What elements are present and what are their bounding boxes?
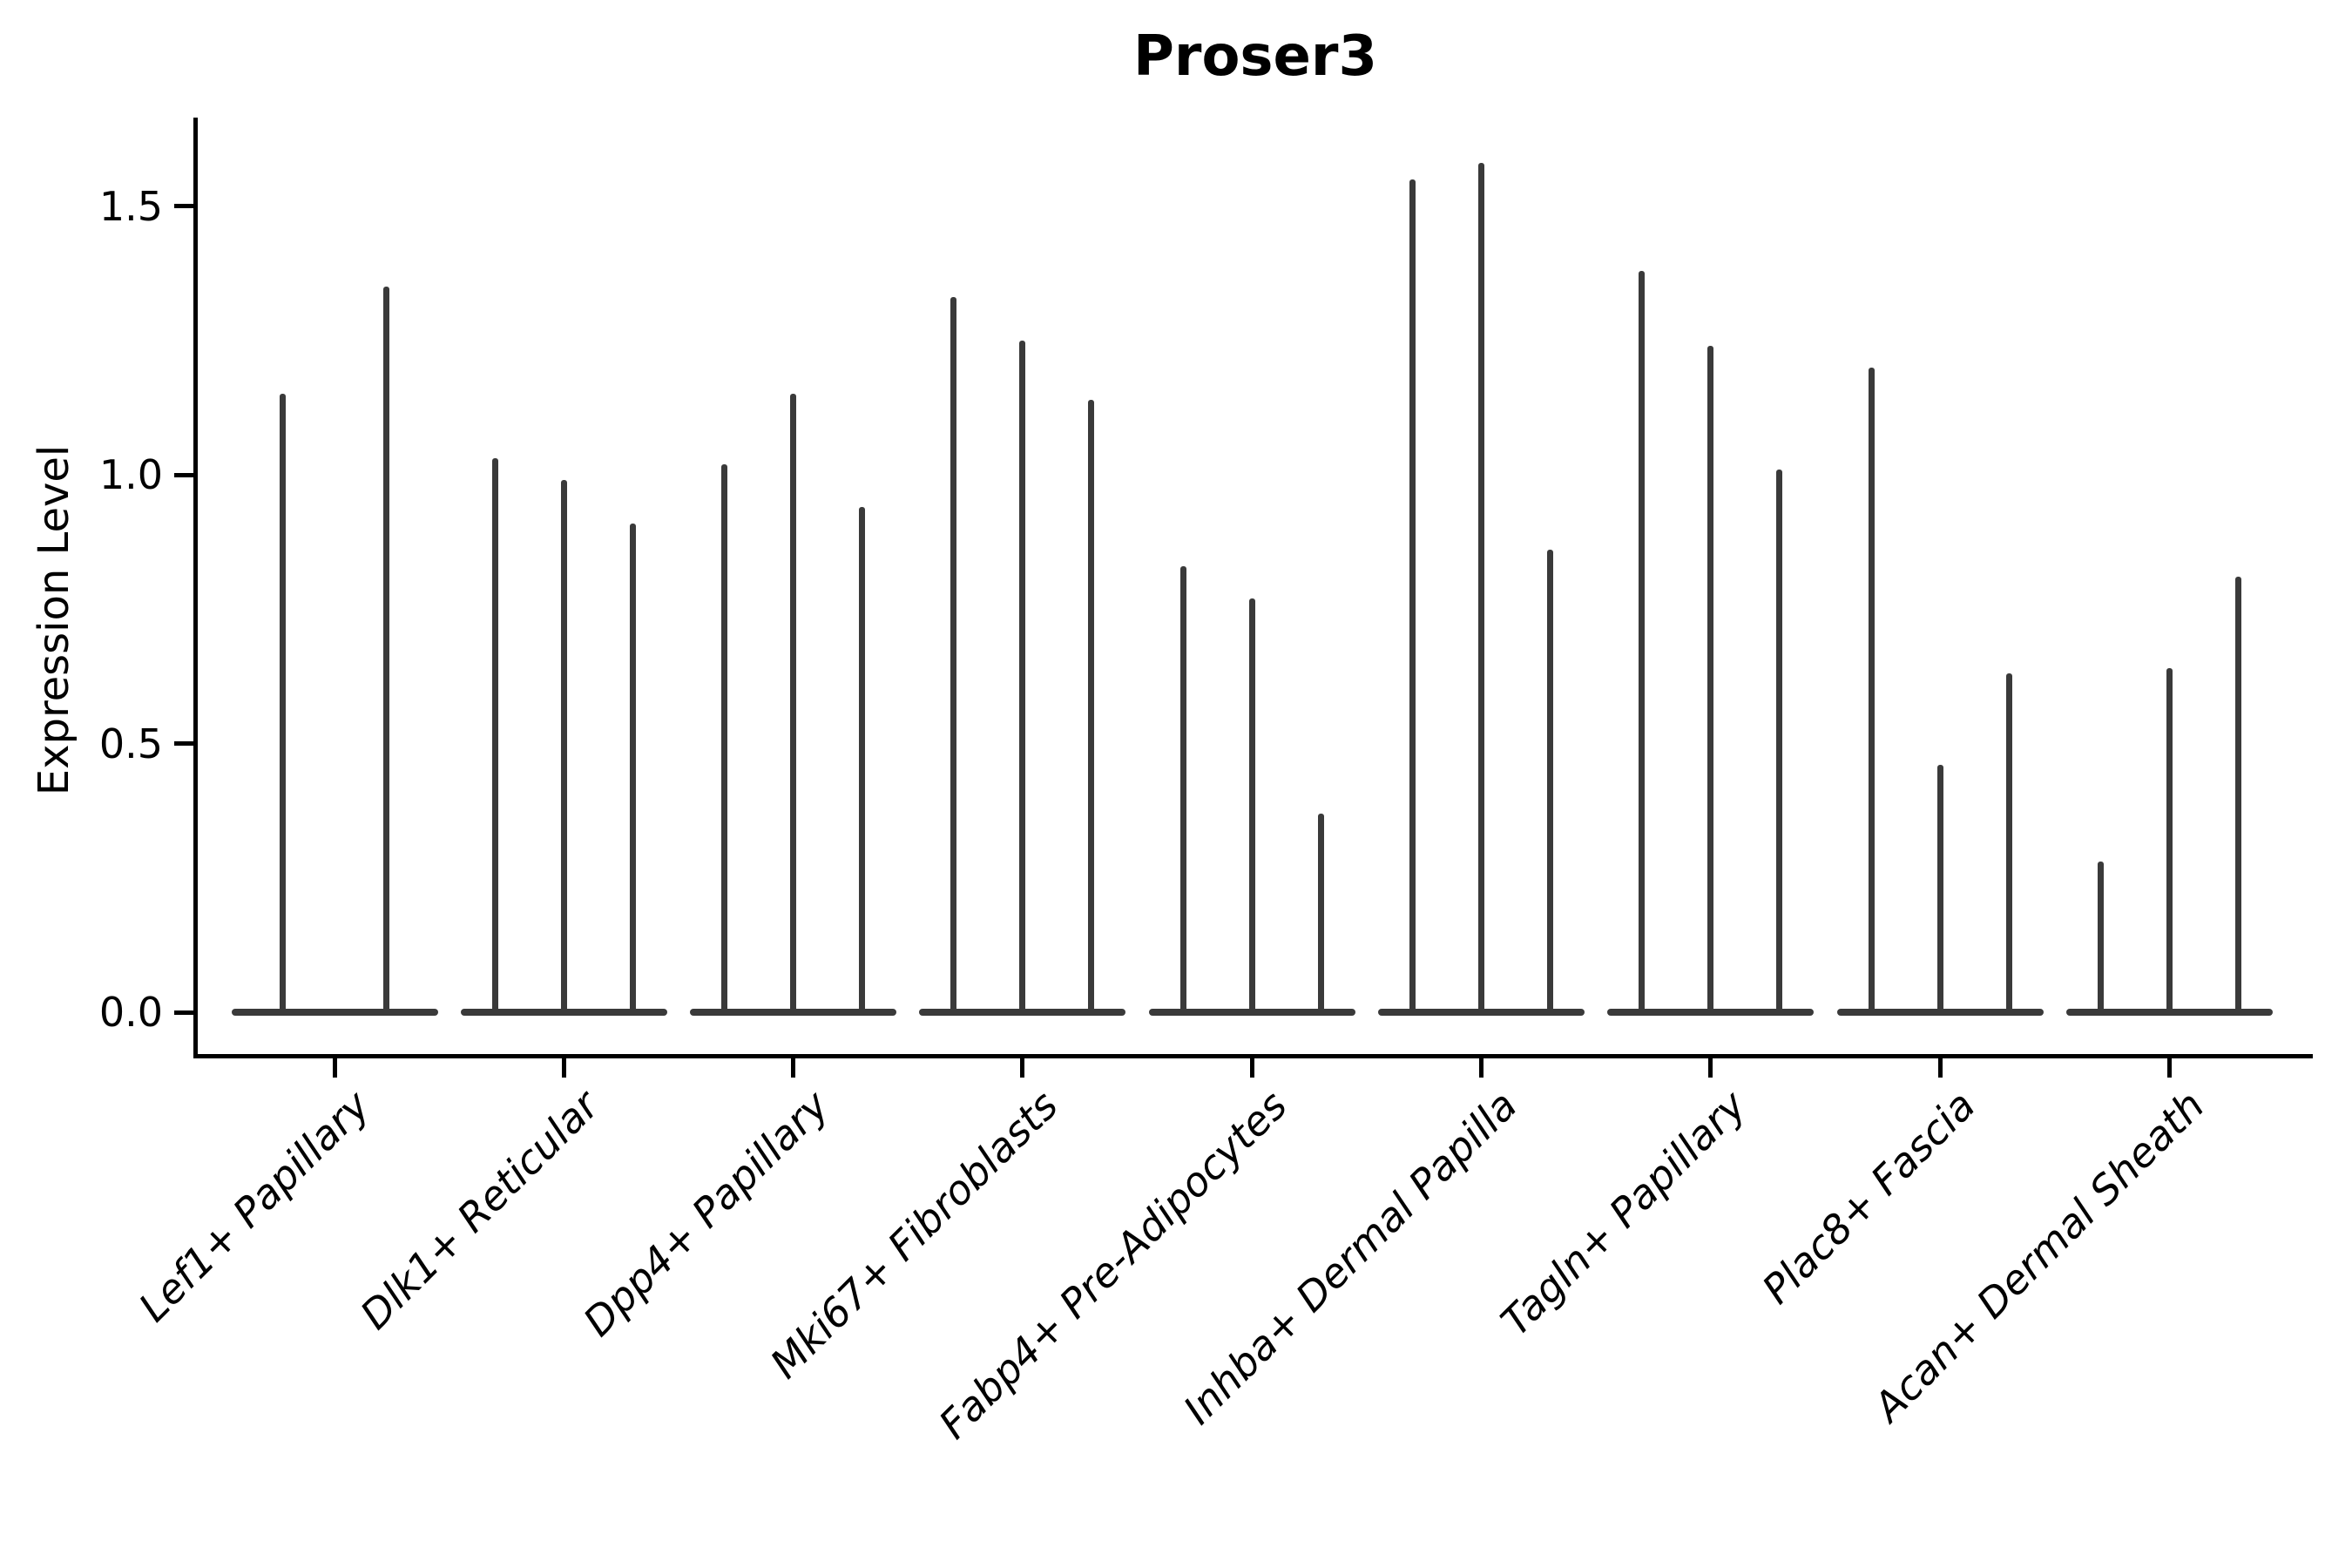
y-tick-label: 0.0 xyxy=(98,989,163,1036)
x-tick-label: Mki67+ Fibroblasts xyxy=(760,1081,1067,1388)
x-axis-spine xyxy=(193,1054,2313,1058)
violin-spike xyxy=(1478,163,1484,1012)
violin-spike xyxy=(2234,577,2241,1012)
violin-spike xyxy=(382,287,389,1012)
x-tick xyxy=(1479,1058,1484,1078)
y-tick xyxy=(174,741,193,746)
violin-spike xyxy=(2005,673,2012,1012)
violin-spike xyxy=(629,523,636,1012)
x-tick xyxy=(2166,1058,2172,1078)
violin-spike xyxy=(1547,550,1553,1012)
violin-spike xyxy=(1019,340,1026,1012)
violin-spike xyxy=(1088,399,1095,1012)
violin-spike xyxy=(1776,469,1783,1012)
violin-base xyxy=(231,1009,438,1016)
violin-base xyxy=(460,1009,667,1016)
violin-spike xyxy=(280,394,287,1012)
x-tick xyxy=(561,1058,566,1078)
violin-spike xyxy=(950,297,957,1012)
violin-spike xyxy=(2166,668,2173,1012)
violin-spike xyxy=(1639,270,1646,1012)
x-tick-label: Acan+ Dermal Sheath xyxy=(1864,1081,2214,1431)
y-tick-label: 0.5 xyxy=(98,720,163,767)
y-tick xyxy=(174,472,193,477)
x-tick xyxy=(1708,1058,1713,1078)
x-tick xyxy=(1249,1058,1254,1078)
violin-base xyxy=(1836,1009,2044,1016)
violin-spike xyxy=(1409,179,1416,1012)
violin-spike xyxy=(790,394,797,1012)
violin-spike xyxy=(1936,765,1943,1012)
violin-base xyxy=(1607,1009,1815,1016)
violin-spike xyxy=(560,480,567,1012)
violin-base xyxy=(1148,1009,1355,1016)
y-tick-label: 1.0 xyxy=(98,451,163,498)
violin-spike xyxy=(721,463,728,1012)
y-axis-spine xyxy=(193,118,198,1058)
violin-spike xyxy=(2097,862,2104,1012)
x-tick-label: Dpp4+ Papillary xyxy=(573,1081,838,1346)
x-tick xyxy=(332,1058,337,1078)
x-tick-label: Plac8+ Fascia xyxy=(1753,1081,1984,1313)
y-tick-label: 1.5 xyxy=(98,182,163,230)
violin-base xyxy=(2065,1009,2273,1016)
chart-title: Proser3 xyxy=(1132,24,1378,89)
violin-spike xyxy=(1317,813,1324,1012)
violin-spike xyxy=(859,507,866,1012)
x-tick-label: Dlk1+ Reticular xyxy=(351,1081,609,1339)
violin-spike xyxy=(1248,598,1255,1012)
violin-spike xyxy=(491,458,498,1012)
plot-area: 0.0 0.5 1.0 1.5 Lef1+ Papillary Dlk1+ Reticul… xyxy=(99,118,2313,1448)
x-tick-label: Tagln+ Papillary xyxy=(1491,1081,1755,1345)
violin-base xyxy=(1378,1009,1585,1016)
violin-spike xyxy=(1868,367,1875,1012)
x-tick xyxy=(1020,1058,1025,1078)
x-tick-label: Inhba+ Dermal Papilla xyxy=(1173,1081,1526,1434)
x-tick xyxy=(791,1058,796,1078)
violin-spike xyxy=(1179,565,1186,1012)
violin-spike xyxy=(1707,345,1714,1012)
y-tick xyxy=(174,1010,193,1015)
violin-base xyxy=(690,1009,897,1016)
x-tick-label: Fabp4+ Pre-Adipocytes xyxy=(929,1081,1296,1449)
x-tick xyxy=(1937,1058,1943,1078)
violin-base xyxy=(919,1009,1126,1016)
y-tick xyxy=(174,204,193,208)
